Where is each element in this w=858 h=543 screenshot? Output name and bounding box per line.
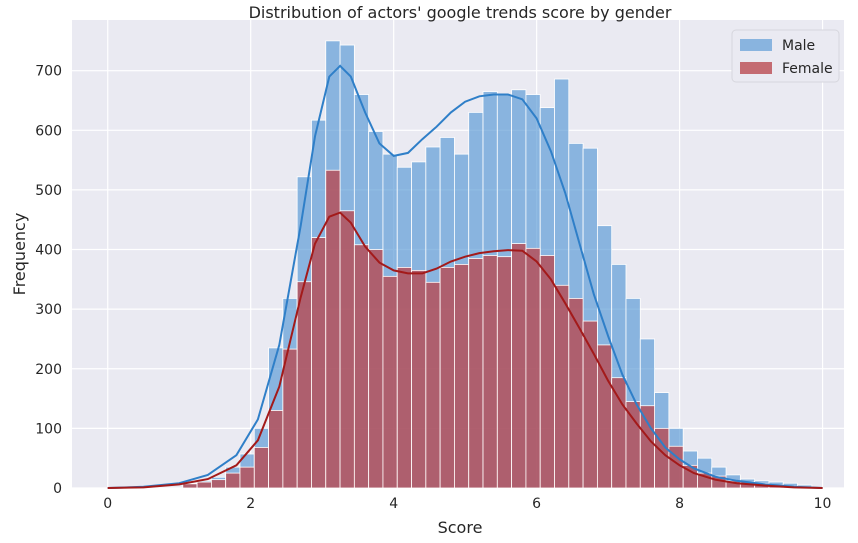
y-tick-label: 200 <box>35 362 62 378</box>
y-tick-label: 600 <box>35 123 62 139</box>
histogram-bar-female <box>382 275 398 489</box>
x-tick-label: 0 <box>103 496 112 512</box>
histogram-bar-female <box>454 264 470 489</box>
bars <box>182 40 813 489</box>
histogram-bar-female <box>496 256 513 489</box>
y-tick-label: 100 <box>35 421 62 437</box>
histogram-bar-female <box>625 401 641 489</box>
histogram-bar-female <box>468 258 484 489</box>
histogram-bar-female <box>439 267 455 489</box>
histogram-bar-female <box>182 483 198 489</box>
histogram-bar-female <box>339 210 355 489</box>
histogram-bar-female <box>196 481 212 489</box>
histogram-bar-female <box>611 377 627 489</box>
kde-curve-male <box>107 64 823 489</box>
histogram-bar-female <box>525 247 541 489</box>
histogram-bar-female <box>253 447 269 489</box>
legend-swatch-female <box>740 62 772 74</box>
x-tick-label: 6 <box>532 496 541 512</box>
histogram-bar-female <box>368 249 384 489</box>
y-tick-label: 0 <box>53 481 62 497</box>
y-tick-label: 500 <box>35 183 62 199</box>
legend-label-male: Male <box>782 38 815 54</box>
histogram-bar-female <box>296 281 312 489</box>
histogram-bar-female <box>425 281 441 489</box>
y-tick-label: 700 <box>35 64 62 80</box>
x-tick-label: 8 <box>675 496 684 512</box>
histogram-bar-female <box>210 479 227 489</box>
x-tick-label: 4 <box>389 496 398 512</box>
legend: Male Female <box>731 29 840 83</box>
y-tick-label: 400 <box>35 243 62 259</box>
histogram-bar-female <box>225 472 241 489</box>
x-tick-label: 10 <box>814 496 832 512</box>
histogram-bar-female <box>539 255 555 489</box>
histogram-bar-female <box>511 243 527 489</box>
y-tick-label: 300 <box>35 302 62 318</box>
kde-curves <box>107 64 823 489</box>
kde-curve-female <box>107 211 823 489</box>
histogram-bar-female <box>282 348 298 489</box>
x-axis-label: Score <box>438 518 483 537</box>
histogram-bar-female <box>239 466 255 489</box>
histogram-bar-female <box>353 244 370 489</box>
histogram-bar-female <box>311 237 327 489</box>
histogram-bar-female <box>554 284 570 489</box>
legend-swatch-male <box>740 39 772 51</box>
x-tick-label: 2 <box>246 496 255 512</box>
y-axis-label: Frequency <box>10 213 29 296</box>
histogram-bar-female <box>639 405 655 489</box>
legend-label-female: Female <box>782 61 833 77</box>
chart-title: Distribution of actors' google trends sc… <box>249 3 672 22</box>
histogram-bar-female <box>568 298 584 489</box>
histogram-bar-female <box>411 269 427 489</box>
histogram-bar-female <box>268 410 284 489</box>
histogram-bar-female <box>396 267 412 489</box>
histogram-bar-female <box>482 255 498 489</box>
